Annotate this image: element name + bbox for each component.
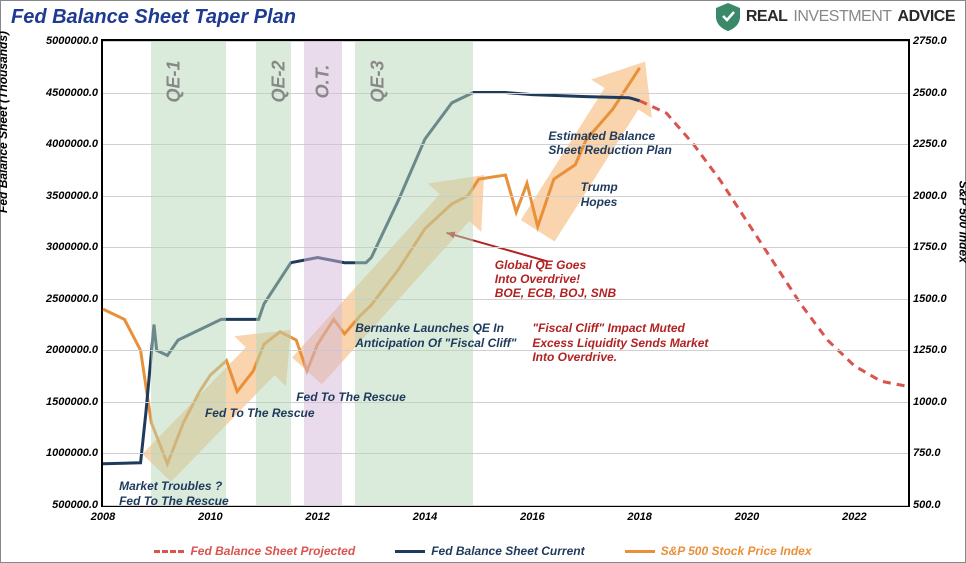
legend-swatch <box>395 550 425 553</box>
y-right-tick: 1250.0 <box>913 344 958 356</box>
y-left-tick: 1000000.0 <box>28 447 98 459</box>
y-left-tick: 5000000.0 <box>28 35 98 47</box>
y-right-tick: 1000.0 <box>913 396 958 408</box>
chart-title: Fed Balance Sheet Taper Plan <box>11 6 296 29</box>
y-right-tick: 2000.0 <box>913 190 958 202</box>
qe-band-label: O.T. <box>313 65 334 99</box>
y-right-tick: 2750.0 <box>913 35 958 47</box>
legend-label: S&P 500 Stock Price Index <box>661 544 812 558</box>
y-left-tick: 2500000.0 <box>28 293 98 305</box>
qe-band <box>304 41 342 505</box>
logo-text-real: REAL <box>746 8 788 26</box>
qe-band <box>355 41 473 505</box>
y-right-tick: 500.0 <box>913 499 958 511</box>
annotation: Bernanke Launches QE InAnticipation Of "… <box>355 321 516 350</box>
x-tick: 2008 <box>91 511 115 523</box>
annotation: TrumpHopes <box>581 180 618 209</box>
legend-item: S&P 500 Stock Price Index <box>625 544 812 558</box>
y-left-tick: 500000.0 <box>28 499 98 511</box>
y-left-tick: 4500000.0 <box>28 87 98 99</box>
annotation: Global QE GoesInto Overdrive!BOE, ECB, B… <box>495 258 616 301</box>
legend-swatch <box>154 550 184 553</box>
qe-band-label: QE-3 <box>368 60 389 102</box>
y-left-tick: 2000000.0 <box>28 344 98 356</box>
plot-region: 500000.01000000.01500000.02000000.025000… <box>101 39 910 507</box>
y-right-tick: 750.0 <box>913 447 958 459</box>
y-right-tick: 2500.0 <box>913 87 958 99</box>
legend-label: Fed Balance Sheet Projected <box>190 544 355 558</box>
legend-swatch <box>625 550 655 553</box>
y-left-tick: 1500000.0 <box>28 396 98 408</box>
chart-header: Fed Balance Sheet Taper Plan REAL INVEST… <box>1 1 965 31</box>
brand-logo: REAL INVESTMENT ADVICE <box>716 3 955 31</box>
logo-text-adv: ADVICE <box>898 8 955 26</box>
qe-band-label: QE-1 <box>164 60 185 102</box>
x-tick: 2018 <box>627 511 651 523</box>
y-left-tick: 3000000.0 <box>28 241 98 253</box>
y-right-tick: 1500.0 <box>913 293 958 305</box>
legend-label: Fed Balance Sheet Current <box>431 544 584 558</box>
y-left-tick: 4000000.0 <box>28 138 98 150</box>
x-tick: 2010 <box>198 511 222 523</box>
x-tick: 2014 <box>413 511 437 523</box>
y-right-tick: 1750.0 <box>913 241 958 253</box>
legend-item: Fed Balance Sheet Projected <box>154 544 355 558</box>
annotation: Fed To The Rescue <box>205 406 315 420</box>
shield-icon <box>716 3 740 31</box>
qe-band <box>151 41 226 505</box>
annotation: Estimated BalanceSheet Reduction Plan <box>548 129 671 158</box>
legend-item: Fed Balance Sheet Current <box>395 544 584 558</box>
x-tick: 2012 <box>305 511 329 523</box>
legend: Fed Balance Sheet Projected Fed Balance S… <box>1 544 965 558</box>
x-tick: 2022 <box>842 511 866 523</box>
y-left-tick: 3500000.0 <box>28 190 98 202</box>
y-left-axis-label: Fed Balance Sheet (Thousands) <box>0 30 10 212</box>
qe-band <box>256 41 291 505</box>
logo-text-inv: INVESTMENT <box>793 8 891 26</box>
y-right-tick: 2250.0 <box>913 138 958 150</box>
annotation: Market Troubles ?Fed To The Rescue <box>119 479 229 508</box>
annotation: "Fiscal Cliff" Impact MutedExcess Liquid… <box>532 321 708 364</box>
annotation: Fed To The Rescue <box>296 390 406 404</box>
x-tick: 2016 <box>520 511 544 523</box>
qe-band-label: QE-2 <box>268 60 289 102</box>
x-tick: 2020 <box>735 511 759 523</box>
chart-area: Fed Balance Sheet (Thousands) S&P 500 In… <box>1 31 965 562</box>
